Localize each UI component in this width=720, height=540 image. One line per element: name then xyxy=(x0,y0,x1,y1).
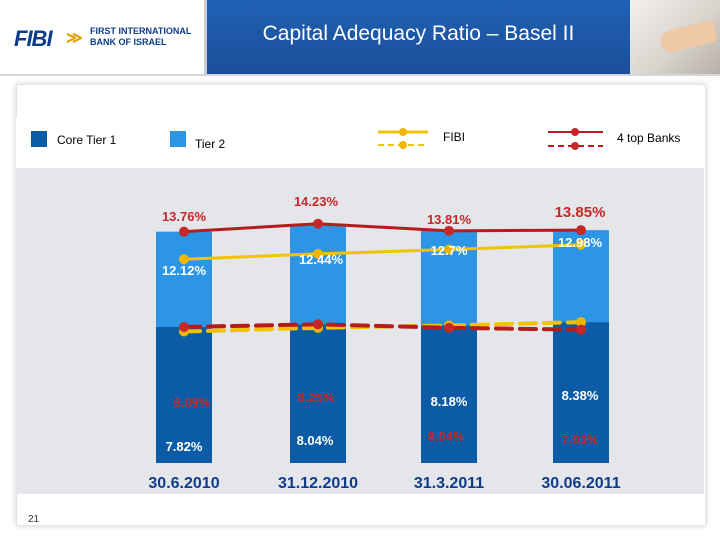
category-labels: 30.6.2010 31.12.2010 31.3.2011 30.06.2011 xyxy=(148,475,620,492)
slide-title: Capital Adequacy Ratio – Basel II xyxy=(262,22,575,45)
page-number: 21 xyxy=(28,514,40,525)
top-banks-total-label-1: 14.23% xyxy=(294,194,339,209)
category-label-1: 31.12.2010 xyxy=(278,475,358,492)
legend xyxy=(16,118,704,170)
legend-label-core-tier1: Core Tier 1 xyxy=(57,133,117,147)
fibi-core-label-1: 8.04% xyxy=(297,433,334,448)
fibi-total-label-0: 12.12% xyxy=(162,263,207,278)
title-bar: Capital Adequacy Ratio – Basel II xyxy=(207,0,630,74)
top-banks-total-label-0: 13.76% xyxy=(162,209,207,224)
fibi-total-point-2 xyxy=(444,244,454,255)
top-banks-total-label-2: 13.81% xyxy=(427,212,472,227)
fibi-total-line xyxy=(182,243,583,261)
logo-line-2: BANK OF ISRAEL xyxy=(90,37,167,47)
top-banks-core-label-2: 8.04% xyxy=(428,429,465,444)
top-banks-total-point-3 xyxy=(576,225,586,236)
legend-swatch-core-tier1 xyxy=(31,131,47,147)
top-banks-core-label-1: 8.25% xyxy=(298,390,335,405)
top-banks-total-point-0 xyxy=(179,226,189,237)
fibi-core-point-3 xyxy=(576,317,586,328)
top-banks-core-point-2 xyxy=(444,322,454,333)
fibi-total-label-3: 12.98% xyxy=(558,235,603,250)
bar-core-tier1-1 xyxy=(290,324,346,463)
fibi-total-point-3 xyxy=(576,239,586,250)
top-banks-core-point-0 xyxy=(179,321,189,332)
fibi-core-label-2: 8.18% xyxy=(431,394,468,409)
bar-core-tier1-2 xyxy=(421,325,477,463)
logo-mark: FIBI xyxy=(14,26,53,51)
fibi-core-label-3: 8.38% xyxy=(562,388,599,403)
top-banks-total-point-1 xyxy=(313,218,323,229)
top-banks-core-point-1 xyxy=(313,319,323,330)
legend-label-top-banks: 4 top Banks xyxy=(617,131,680,145)
bar-core-tier1-0 xyxy=(156,326,212,463)
fibi-total-label-2: 12.7% xyxy=(431,243,468,258)
logo-chevron-icon: ≫ xyxy=(66,30,83,47)
top-banks-core-point-3 xyxy=(576,324,586,335)
category-label-3: 30.06.2011 xyxy=(541,475,620,492)
legend-label-tier2: Tier 2 xyxy=(195,137,226,151)
header-divider xyxy=(0,74,720,76)
fibi-total-point-1 xyxy=(313,248,323,259)
top-banks-total-label-3: 13.85% xyxy=(555,204,606,221)
category-label-0: 30.6.2010 xyxy=(148,475,219,492)
bar-tier2-0 xyxy=(156,231,212,327)
category-label-2: 31.3.2011 xyxy=(414,475,484,492)
legend-line-fibi xyxy=(378,128,428,149)
fibi-core-label-0: 7.82% xyxy=(166,439,203,454)
bar-core-tier1-3 xyxy=(553,322,609,463)
logo-text: FIRST INTERNATIONAL BANK OF ISRAEL xyxy=(90,26,191,48)
top-banks-core-line xyxy=(182,322,583,332)
value-labels: 13.76% 14.23% 13.81% 13.85% 12.12% 12.44% 12.7… xyxy=(162,194,605,454)
fibi-total-point-0 xyxy=(179,254,189,265)
legend-swatch-tier2 xyxy=(170,131,186,147)
top-banks-core-label-0: 8.09% xyxy=(174,395,211,410)
header-photo xyxy=(630,0,720,74)
legend-line-top-banks xyxy=(548,128,603,150)
logo-line-1: FIRST INTERNATIONAL xyxy=(90,26,192,36)
legend-label-fibi: FIBI xyxy=(443,130,465,144)
fibi-total-label-1: 12.44% xyxy=(299,252,344,267)
bars xyxy=(156,223,609,463)
top-banks-total-point-2 xyxy=(444,225,454,236)
header: FIBI ≫ FIRST INTERNATIONAL BANK OF ISRAE… xyxy=(0,0,720,74)
lines xyxy=(179,218,586,337)
bar-tier2-1 xyxy=(290,223,346,325)
bank-logo: FIBI ≫ FIRST INTERNATIONAL BANK OF ISRAE… xyxy=(0,0,207,74)
top-banks-total-line xyxy=(182,222,583,234)
top-banks-core-label-3: 7.93% xyxy=(562,432,599,447)
